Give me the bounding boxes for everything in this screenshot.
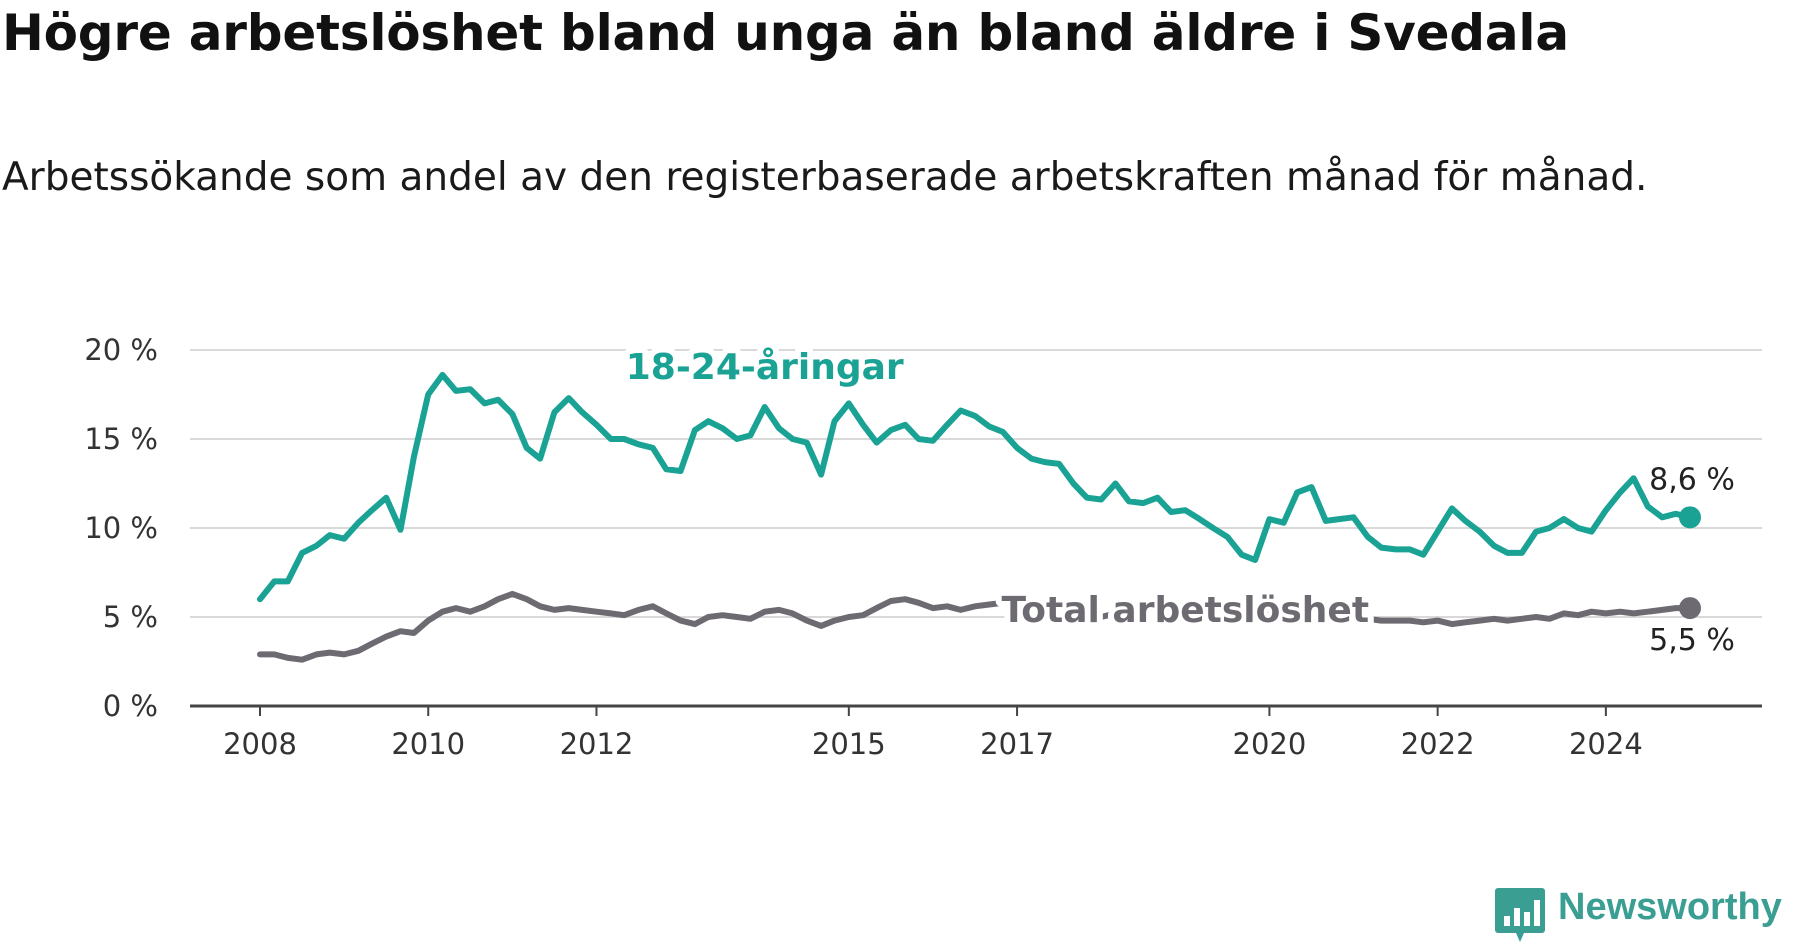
x-axis-ticks: 2008 2010 2012 2015 2017 2020 2022 2024 [223,706,1643,761]
x-tick-label: 2012 [560,727,634,761]
y-tick-label: 10 % [84,511,158,545]
page-title: Högre arbetslöshet bland unga än bland ä… [2,4,1569,62]
x-tick-label: 2015 [812,727,886,761]
series-end-point-1 [1679,597,1701,620]
x-tick-label: 2024 [1569,727,1643,761]
y-tick-label: 5 % [103,600,158,634]
x-tick-label: 2017 [980,727,1054,761]
x-tick-label: 2020 [1233,727,1307,761]
y-axis-tick-labels: 0 % 5 % 10 % 15 % 20 % [84,333,158,723]
bar-chart-speech-bubble-icon [1495,888,1545,942]
y-tick-label: 0 % [103,689,158,723]
x-tick-label: 2022 [1401,727,1475,761]
series-name-label-1: Total arbetslöshet [1002,590,1370,631]
series-line-0 [257,371,1693,603]
y-tick-label: 20 % [84,333,158,367]
series-end-label-1: 5,5 % [1649,623,1735,658]
y-tick-label: 15 % [84,422,158,456]
series-line-1 [257,590,1693,663]
newsworthy-logo: Newsworthy [1494,886,1794,944]
series-end-label-0: 8,6 % [1649,462,1735,497]
x-tick-label: 2008 [223,727,297,761]
y-gridlines [190,349,1762,618]
x-tick-label: 2010 [391,727,465,761]
series-layer [257,371,1701,663]
series-name-label-0: 18-24-åringar [626,347,904,388]
brand-name: Newsworthy [1558,886,1782,928]
series-end-point-0 [1679,506,1701,529]
page-subtitle: Arbetssökande som andel av den registerb… [2,155,1648,200]
series-labels: 18-24-åringar 8,6 % Total arbetslöshet 5,5 … [620,341,1739,662]
